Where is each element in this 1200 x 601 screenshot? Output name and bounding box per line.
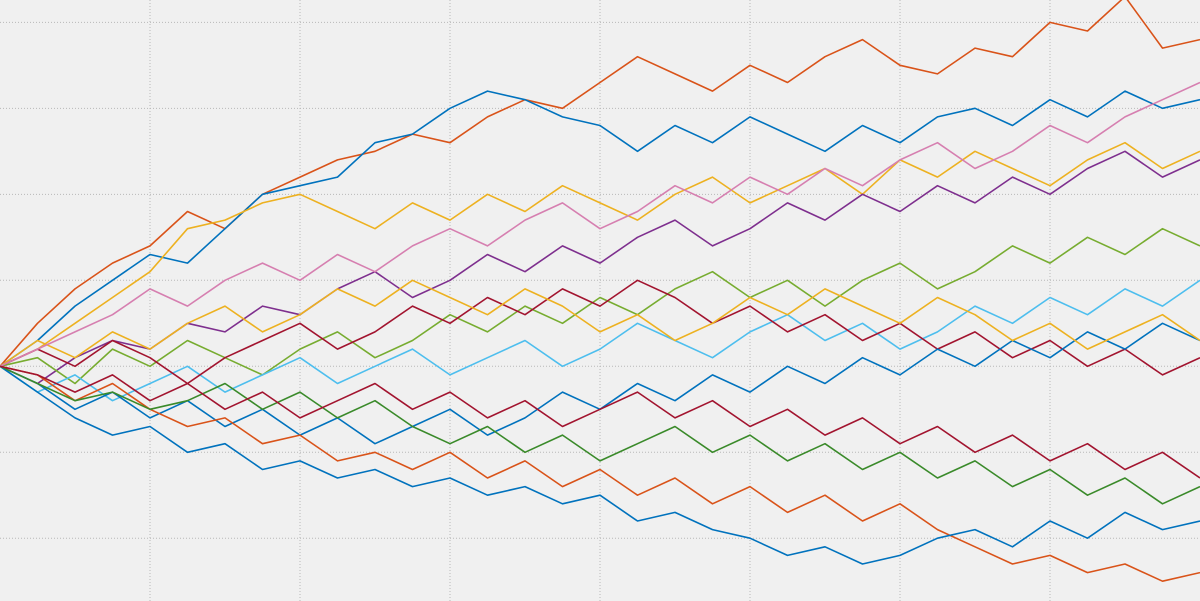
- series-line: [0, 227, 1200, 385]
- series-line: [0, 365, 1200, 505]
- series-line: [0, 279, 1200, 367]
- series-line: [0, 322, 1200, 445]
- series-line: [0, 365, 1200, 565]
- series-line: [0, 0, 1200, 367]
- series-line: [0, 81, 1200, 368]
- series-line: [0, 141, 1200, 368]
- series-line: [0, 90, 1200, 367]
- series-line: [0, 365, 1200, 582]
- series-line: [0, 150, 1200, 385]
- series-line: [0, 365, 1200, 479]
